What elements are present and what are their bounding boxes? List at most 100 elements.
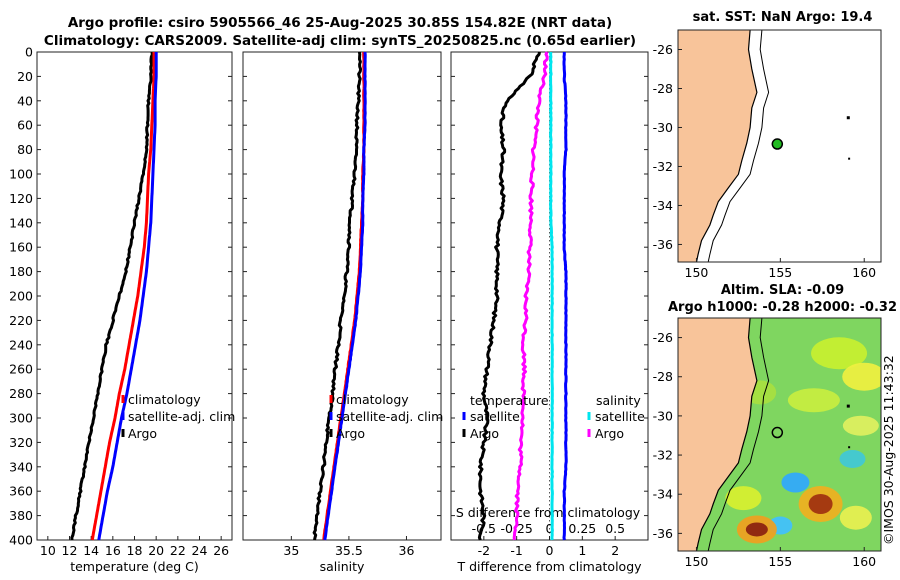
diff-line-temperaturesatellite [562, 52, 568, 541]
temperature-tick-label: 24 [192, 543, 208, 558]
diff-line-salinitysatellite [549, 51, 554, 541]
lon-tick-label: 160 [852, 554, 876, 569]
depth-tick-label: 120 [9, 191, 33, 206]
temperature-tick-label: 14 [83, 543, 99, 558]
depth-tick-label: 380 [9, 508, 33, 523]
tdiff-tick-label: 0 [546, 543, 554, 558]
diff-legend-label: Argo [470, 426, 499, 441]
lat-tick-label: -34 [653, 198, 673, 213]
depth-tick-label: 40 [17, 93, 33, 108]
lon-tick-label: 155 [768, 265, 792, 280]
sla-anomaly-patch [808, 494, 833, 515]
tdiff-tick-label: 2 [611, 543, 619, 558]
island-marker [846, 116, 850, 120]
tdiff-tick-label: -2 [478, 543, 490, 558]
temperature-legend-label: Argo [128, 426, 157, 441]
sla-anomaly-patch [839, 449, 866, 468]
title-line-1: Argo profile: csiro 5905566_46 25-Aug-20… [67, 15, 613, 31]
depth-tick-label: 220 [9, 313, 33, 328]
depth-tick-label: 200 [9, 289, 33, 304]
temperature-tick-label: 16 [105, 543, 121, 558]
sdiff-tick-label: 0.25 [568, 521, 596, 536]
diff-legend-label: satellite [470, 409, 520, 424]
temperature-tick-label: 22 [170, 543, 186, 558]
temperature-axis-label: temperature (deg C) [70, 559, 199, 574]
depth-tick-label: 80 [17, 142, 33, 157]
lat-tick-label: -26 [653, 42, 673, 57]
shelf-contour [707, 30, 770, 262]
legend-group-title: salinity [596, 393, 641, 408]
island-marker [848, 157, 851, 160]
lat-tick-label: -36 [653, 526, 673, 541]
diff-legend-label: satellite [595, 409, 645, 424]
temperature-tick-label: 12 [62, 543, 78, 558]
depth-tick-label: 300 [9, 411, 33, 426]
temperature-line-argo [70, 51, 154, 541]
panel-frame-1 [36, 51, 233, 541]
island-marker [846, 404, 850, 408]
depth-tick-label: 320 [9, 435, 33, 450]
temperature-line-climatology [90, 52, 156, 541]
sdiff-tick-label: 0 [546, 521, 554, 536]
salinity-axis-label: salinity [320, 559, 365, 574]
depth-tick-label: 260 [9, 362, 33, 377]
depth-tick-label: 0 [25, 45, 33, 60]
depth-tick-label: 240 [9, 337, 33, 352]
sla-anomaly-patch [839, 505, 872, 530]
sst-map-layer [678, 30, 881, 262]
tdiff-tick-label: -1 [510, 543, 522, 558]
tdiff-axis-label: T difference from climatology [456, 559, 642, 574]
lat-tick-label: -28 [653, 81, 673, 96]
temperature-tick-label: 20 [148, 543, 164, 558]
lat-tick-label: -26 [653, 330, 673, 345]
sdiff-tick-label: 0.5 [605, 521, 625, 536]
depth-tick-label: 360 [9, 484, 33, 499]
lat-tick-label: -28 [653, 369, 673, 384]
temperature-tick-label: 10 [40, 543, 56, 558]
temperature-tick-label: 26 [213, 543, 229, 558]
salinity-tick-label: 35.5 [335, 543, 363, 558]
diff-line-temperatureargo [477, 51, 541, 541]
legend-group-title: temperature [470, 393, 549, 408]
temperature-line-satelliteadjclim [97, 52, 158, 541]
depth-tick-label: 60 [17, 118, 33, 133]
salinity-tick-label: 35 [283, 543, 299, 558]
sla-anomaly-patch [842, 415, 879, 436]
tdiff-tick-label: 1 [578, 543, 586, 558]
lon-tick-label: 160 [852, 265, 876, 280]
sdiff-axis-label: S difference from climatology [456, 505, 641, 520]
depth-tick-label: 400 [9, 533, 33, 548]
land-mass [678, 30, 758, 262]
depth-tick-label: 140 [9, 215, 33, 230]
panel-frame-2 [242, 51, 442, 541]
sla-float-marker [771, 426, 784, 439]
sla-anomaly-patch [811, 337, 868, 370]
lon-tick-label: 150 [685, 554, 709, 569]
land-mass [678, 318, 758, 551]
diff-line-salinityargo [512, 51, 549, 541]
depth-tick-label: 100 [9, 167, 33, 182]
sla-map-title-line-2: Argo h1000: -0.28 h2000: -0.32 [667, 300, 898, 315]
lon-tick-label: 155 [768, 554, 792, 569]
sst-float-marker [771, 138, 784, 150]
sdiff-tick-label: -0.25 [500, 521, 532, 536]
diff-legend-label: Argo [595, 426, 624, 441]
temperature-tick-label: 18 [127, 543, 143, 558]
temperature-legend-label: climatology [128, 392, 201, 407]
depth-tick-label: 20 [17, 69, 33, 84]
sla-anomaly-patch [842, 362, 881, 391]
shelf-contour [707, 318, 770, 551]
lat-tick-label: -32 [653, 159, 673, 174]
sla-anomaly-patch [725, 486, 762, 511]
temperature-legend-label: satellite-adj. clim [128, 409, 235, 424]
sla-map-layer [678, 318, 881, 551]
lon-tick-label: 150 [685, 265, 709, 280]
sla-anomaly-patch [745, 522, 768, 537]
island-marker [848, 446, 851, 449]
sst-map-frame [677, 29, 882, 263]
salinity-line-argo [312, 51, 363, 541]
title-line-2: Climatology: CARS2009. Satellite-adj cli… [43, 33, 637, 49]
depth-tick-label: 180 [9, 264, 33, 279]
lat-tick-label: -32 [653, 448, 673, 463]
